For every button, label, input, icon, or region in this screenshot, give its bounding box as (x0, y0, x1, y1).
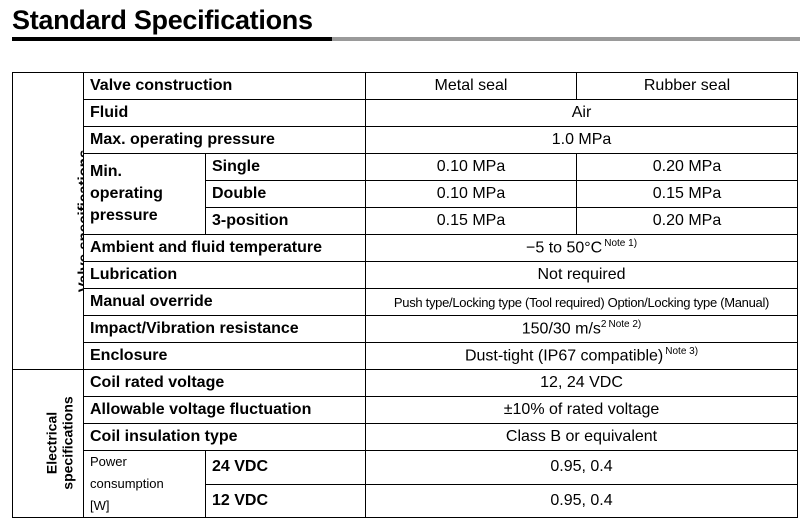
enclosure-text: Dust-tight (IP67 compatible) (464, 347, 664, 365)
min-pressure-label: Min. operating pressure (83, 153, 206, 235)
voltage-fluctuation-value: ±10% of rated voltage (365, 396, 799, 424)
title-underline (12, 37, 332, 41)
three-position-label: 3-position (204, 207, 367, 235)
note-2: Note 2) (608, 319, 642, 331)
temperature-label: Ambient and fluid temperature (82, 234, 367, 262)
rubber-seal-header: Rubber seal (576, 72, 799, 100)
enclosure-value: Dust-tight (IP67 compatible) Note 3) (365, 342, 799, 370)
table-row: Double 0.10 MPa 0.15 MPa (13, 180, 799, 208)
enclosure-label: Enclosure (82, 342, 367, 370)
power-12v-label: 12 VDC (204, 483, 367, 518)
lubrication-value: Not required (365, 261, 799, 289)
table-row: Manual override Push type/Locking type (… (13, 288, 799, 316)
min-pressure-label-line: Min. (90, 163, 122, 180)
min-pressure-label-line: pressure (90, 207, 158, 224)
single-label: Single (204, 153, 367, 181)
coil-insulation-value: Class B or equivalent (365, 423, 799, 451)
specifications-table: Valve specifications Valve construction … (12, 72, 799, 518)
power-12v-value: 0.95, 0.4 (365, 483, 799, 518)
table-row: Impact/Vibration resistance 150/30 m/s2 N… (13, 315, 799, 343)
electrical-label-line: specifications (59, 395, 76, 490)
min-pressure-label-line: operating (90, 185, 163, 202)
electrical-specifications-group: Electrical specifications (12, 369, 84, 518)
table-row: 3-position 0.15 MPa 0.20 MPa (13, 207, 799, 235)
double-label: Double (204, 180, 367, 208)
double-rubber-value: 0.15 MPa (576, 180, 799, 208)
power-consumption-label: Power consumption [W] (83, 450, 206, 518)
three-position-metal-value: 0.15 MPa (365, 207, 578, 235)
impact-value: 150/30 m/s2 Note 2) (365, 315, 799, 343)
table-row: Enclosure Dust-tight (IP67 compatible) No… (13, 342, 799, 370)
valve-construction-label: Valve construction (82, 72, 367, 100)
temperature-value: −5 to 50°C Note 1) (365, 234, 799, 262)
metal-seal-header: Metal seal (365, 72, 578, 100)
max-pressure-value: 1.0 MPa (365, 126, 799, 154)
manual-override-label: Manual override (82, 288, 367, 316)
table-row: Lubrication Not required (13, 261, 799, 289)
electrical-label-line: Electrical (43, 411, 60, 474)
table-row: Electrical specifications Coil rated vol… (12, 369, 799, 518)
note-1: Note 1) (604, 238, 638, 250)
note-3: Note 3) (665, 346, 699, 358)
fluid-label: Fluid (82, 99, 367, 127)
double-metal-value: 0.10 MPa (365, 180, 578, 208)
lubrication-label: Lubrication (82, 261, 367, 289)
single-metal-value: 0.10 MPa (365, 153, 578, 181)
impact-text: 150/30 m/s (521, 320, 601, 338)
power-24v-value: 0.95, 0.4 (365, 450, 799, 485)
valve-specifications-group: Valve specifications (12, 72, 84, 370)
page-title: Standard Specifications (12, 5, 313, 35)
table-row: Fluid Air (13, 99, 799, 127)
coil-voltage-value: 12, 24 VDC (365, 369, 799, 397)
max-pressure-label: Max. operating pressure (82, 126, 367, 154)
impact-exponent: 2 (600, 319, 607, 331)
table-row: Min. operating pressure Single 0.10 MPa … (13, 153, 799, 235)
temperature-text: −5 to 50°C (526, 239, 603, 257)
power-label-line: [W] (90, 498, 110, 513)
single-rubber-value: 0.20 MPa (576, 153, 799, 181)
power-label-line: Power consumption (90, 454, 164, 491)
impact-label: Impact/Vibration resistance (82, 315, 367, 343)
fluid-value: Air (365, 99, 799, 127)
table-row: Valve specifications Valve construction … (12, 72, 799, 370)
electrical-specifications-label: Electrical specifications (44, 396, 76, 489)
table-row: Ambient and fluid temperature −5 to 50°C… (13, 234, 799, 262)
valve-specifications-label: Valve specifications (75, 149, 84, 293)
coil-voltage-label: Coil rated voltage (82, 369, 367, 397)
table-row: Max. operating pressure 1.0 MPa (13, 126, 799, 154)
voltage-fluctuation-label: Allowable voltage fluctuation (82, 396, 367, 424)
table-row: Allowable voltage fluctuation ±10% of ra… (13, 396, 799, 424)
table-row: Power consumption [W] 24 VDC 0.95, 0.4 (13, 450, 799, 518)
three-position-rubber-value: 0.20 MPa (576, 207, 799, 235)
coil-insulation-label: Coil insulation type (82, 423, 367, 451)
table-row: Coil insulation type Class B or equivale… (13, 423, 799, 451)
power-24v-label: 24 VDC (204, 450, 367, 485)
title-rule (332, 37, 800, 41)
manual-override-value: Push type/Locking type (Tool required) O… (365, 288, 799, 316)
